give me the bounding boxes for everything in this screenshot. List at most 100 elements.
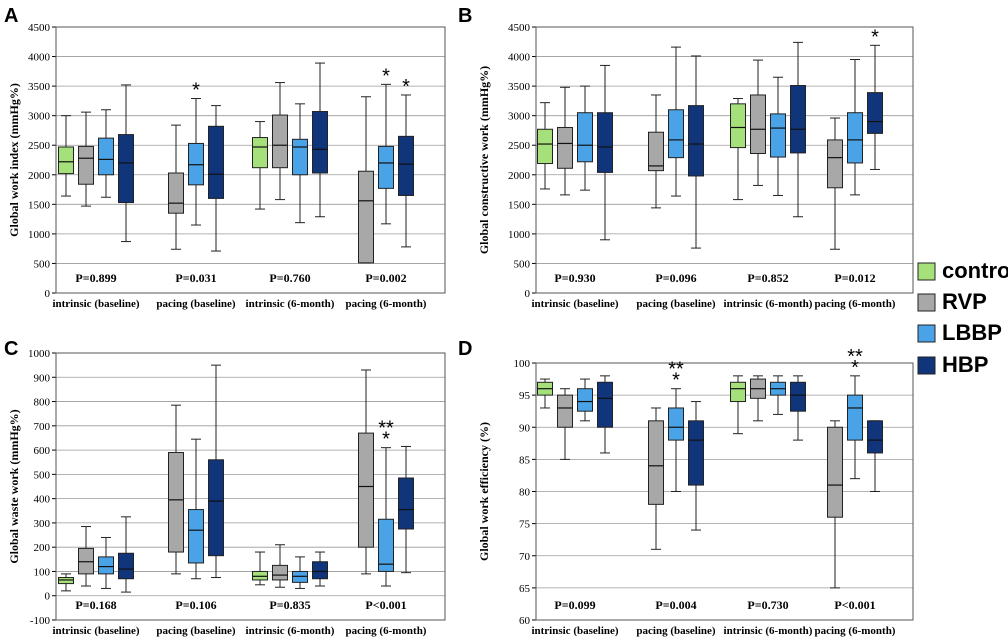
plot-frame: [535, 362, 914, 621]
box-HBP: [118, 516, 134, 593]
y-tick-label: 700: [34, 421, 51, 433]
box-HBP: [312, 551, 328, 587]
panel-D: D 60 65 70 75 80 85 90 95 100 Global work efficien…: [458, 338, 914, 637]
y-tick-label: 85: [519, 454, 531, 466]
box-HBP: [867, 420, 883, 492]
box-control: [58, 115, 74, 197]
legend-label: LBBP: [942, 320, 1002, 345]
box-iqr: [557, 126, 573, 169]
box-LBBP: [668, 46, 684, 197]
panel-A: A 0 500 1000 1500 2000 2500 3000 3500 4000 4500 Glo…: [4, 5, 446, 310]
y-tick-label: 80: [519, 487, 531, 499]
x-category-label: pacing (6-month): [346, 625, 427, 637]
significance-star: *: [871, 26, 879, 48]
legend-item-LBBP: LBBP: [917, 320, 1002, 345]
box-RVP: [648, 407, 664, 550]
box-iqr: [577, 388, 593, 412]
box-iqr: [867, 420, 883, 454]
significance-star: *: [402, 76, 410, 98]
box-iqr: [577, 112, 593, 163]
panel-letter: B: [458, 5, 472, 27]
x-category-label: intrinsic (baseline): [531, 625, 618, 637]
box-iqr: [557, 394, 573, 428]
box-HBP: [118, 84, 134, 243]
y-tick-label: 3000: [508, 111, 531, 123]
box-control: [730, 98, 746, 201]
box-iqr: [98, 137, 114, 176]
box-control: [252, 551, 268, 586]
p-value-label: P=0.852: [747, 271, 788, 285]
box-iqr: [790, 381, 806, 412]
box-HBP: [597, 375, 613, 454]
y-tick-label: 1500: [28, 199, 51, 211]
box-iqr: [58, 577, 74, 585]
plot-frame: [55, 26, 446, 294]
box-LBBP: *: [378, 65, 394, 225]
y-tick-label: 2000: [508, 170, 531, 182]
box-LBBP: [770, 76, 786, 196]
box-RVP: [557, 388, 573, 460]
significance-star: *: [672, 370, 680, 392]
box-LBBP: [847, 59, 863, 196]
box-LBBP: [98, 536, 114, 589]
significance-star: *: [192, 80, 200, 102]
box-iqr: [312, 561, 328, 580]
box-control: [252, 121, 268, 210]
box-LBBP: [188, 438, 204, 580]
significance-star: **: [668, 359, 684, 381]
y-tick-label: 4500: [28, 22, 51, 34]
box-RVP: [168, 124, 184, 250]
box-iqr: [78, 145, 94, 185]
box-RVP: [272, 544, 288, 588]
x-category-label: intrinsic (6-month): [246, 298, 335, 310]
box-control: [537, 102, 553, 190]
panel-C: C -100 0 100 200 300 400 500 600 700 800 900 1000 Glo…: [4, 338, 446, 637]
x-category-label: pacing (baseline): [636, 298, 715, 310]
y-tick-label: 1000: [508, 229, 531, 241]
p-value-label: P<0.001: [365, 598, 406, 612]
p-value-label: P=0.168: [75, 598, 116, 612]
box-iqr: [358, 170, 374, 264]
y-tick-label: 75: [519, 519, 531, 531]
y-tick-label: 400: [34, 494, 51, 506]
box-iqr: [168, 172, 184, 214]
x-category-label: intrinsic (6-month): [724, 625, 813, 637]
box-iqr: [827, 139, 843, 189]
box-iqr: [252, 137, 268, 169]
box-HBP: [790, 375, 806, 441]
p-value-label: P=0.106: [175, 598, 216, 612]
p-value-label: P=0.835: [269, 598, 310, 612]
box-HBP: [312, 62, 328, 218]
panel-B: B 0 500 1000 1500 2000 2500 3000 3500 4000 4500 Glo…: [458, 5, 914, 310]
box-iqr: [98, 556, 114, 575]
box-iqr: [770, 113, 786, 158]
y-tick-label: 100: [34, 566, 51, 578]
box-RVP: [358, 96, 374, 264]
box-RVP: [358, 369, 374, 575]
box-LBBP: ***: [668, 359, 684, 492]
x-category-label: pacing (baseline): [156, 298, 235, 310]
y-tick-label: 70: [519, 551, 531, 563]
box-iqr: [398, 135, 414, 196]
p-value-label: P=0.899: [75, 271, 116, 285]
box-RVP: [750, 375, 766, 422]
box-control: [537, 378, 553, 409]
box-iqr: [118, 134, 134, 204]
y-tick-label: 300: [34, 518, 51, 530]
x-category-label: intrinsic (baseline): [531, 298, 618, 310]
box-iqr: [847, 394, 863, 441]
box-iqr: [668, 407, 684, 441]
p-value-label: P=0.099: [554, 598, 595, 612]
box-iqr: [252, 570, 268, 581]
x-category-label: intrinsic (baseline): [52, 298, 139, 310]
legend-item-RVP: RVP: [917, 289, 987, 314]
plot-frame: [55, 352, 446, 621]
box-HBP: [208, 105, 224, 252]
legend-item-control: control: [917, 258, 1008, 283]
box-iqr: [188, 509, 204, 564]
box-RVP: [557, 86, 573, 196]
panel-letter: A: [4, 5, 18, 27]
box-RVP: [78, 111, 94, 207]
y-tick-label: 1000: [28, 229, 51, 241]
box-LBBP: [98, 109, 114, 198]
